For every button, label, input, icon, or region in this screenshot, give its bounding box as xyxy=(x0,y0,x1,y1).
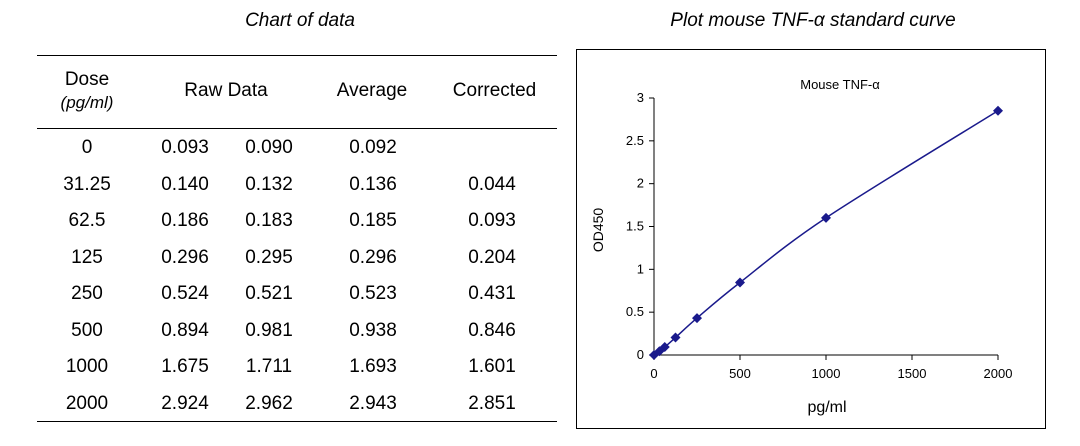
plot-title: Mouse TNF-α xyxy=(800,77,880,92)
x-axis-label: pg/ml xyxy=(807,399,846,416)
cell-raw-2: 0.183 xyxy=(245,210,293,231)
y-tick-label: 0.5 xyxy=(626,304,644,319)
cell-raw-1: 0.186 xyxy=(161,210,209,231)
x-tick-label: 500 xyxy=(729,366,751,381)
cell-dose: 0 xyxy=(81,137,93,158)
cell-dose: 62.5 xyxy=(68,210,106,231)
data-point xyxy=(670,332,681,343)
x-tick-label: 0 xyxy=(650,366,657,381)
data-point xyxy=(821,212,831,223)
data-point xyxy=(993,105,1003,116)
cell-raw-2: 0.132 xyxy=(245,173,293,195)
cell-raw-2: 0.090 xyxy=(245,137,293,158)
cell-average: 1.693 xyxy=(349,356,397,377)
cell-average: 0.136 xyxy=(349,173,397,195)
cell-corrected: 1.601 xyxy=(468,356,516,377)
x-tick-label: 1500 xyxy=(898,366,927,381)
cell-corrected: 0.044 xyxy=(468,173,516,195)
table-row: 125 0.296 0.295 0.296 0.204 xyxy=(37,239,557,276)
cell-corrected: 0.204 xyxy=(468,246,516,268)
cell-dose: 500 xyxy=(71,319,103,341)
cell-average: 0.185 xyxy=(349,210,397,231)
table-body: 0 0.093 0.090 0.092 31.25 0.140 0.132 0.136 0.04… xyxy=(37,129,557,421)
x-tick-label: 1000 xyxy=(812,366,841,381)
header-dose-unit: (pg/ml) xyxy=(60,93,114,112)
y-tick-label: 0 xyxy=(637,347,644,362)
cell-dose: 125 xyxy=(71,246,103,268)
data-table: Dose (pg/ml) Raw Data Average Corrected … xyxy=(37,55,557,422)
cell-average: 2.943 xyxy=(349,392,397,414)
table-row: 31.25 0.140 0.132 0.136 0.044 xyxy=(37,166,557,203)
cell-raw-2: 1.711 xyxy=(245,356,293,377)
table-row: 1000 1.675 1.711 1.693 1.601 xyxy=(37,348,557,385)
y-tick-label: 2 xyxy=(637,176,644,191)
cell-raw-1: 0.524 xyxy=(161,283,209,304)
fit-curve xyxy=(653,110,999,356)
axes: 0 0.5 1 1.5 2 2.5 3 0 500 1000 1500 2000 xyxy=(626,90,1013,381)
chart-panel: Mouse TNF-α OD450 pg/ml 0 0.5 1 1.5 2 2.5 3 0 50… xyxy=(576,49,1046,429)
header-raw-data: Raw Data xyxy=(184,80,268,101)
y-axis-label: OD450 xyxy=(590,208,606,253)
cell-average: 0.296 xyxy=(349,246,397,268)
y-tick-label: 3 xyxy=(637,90,644,105)
y-tick-label: 1.5 xyxy=(626,219,644,234)
table-row: 250 0.524 0.521 0.523 0.431 xyxy=(37,275,557,312)
cell-dose: 250 xyxy=(71,283,103,304)
cell-dose: 31.25 xyxy=(63,173,111,195)
table-row: 2000 2.924 2.962 2.943 2.851 xyxy=(37,385,557,422)
header-average: Average xyxy=(336,80,408,101)
table-row: 500 0.894 0.981 0.938 0.846 xyxy=(37,312,557,349)
header-corrected: Corrected xyxy=(452,80,537,101)
cell-raw-1: 0.093 xyxy=(161,137,209,158)
x-tick-label: 2000 xyxy=(984,366,1013,381)
chart-section-title: Plot mouse TNF-α standard curve xyxy=(670,10,956,31)
standard-curve-chart: Mouse TNF-α OD450 pg/ml 0 0.5 1 1.5 2 2.5 3 0 50… xyxy=(590,77,1013,416)
cell-raw-1: 1.675 xyxy=(161,356,209,377)
cell-corrected: 0.093 xyxy=(468,210,516,231)
cell-raw-2: 0.981 xyxy=(245,319,293,341)
cell-raw-2: 0.295 xyxy=(245,246,293,268)
data-point xyxy=(692,313,702,324)
cell-average: 0.092 xyxy=(349,137,397,158)
table-row: 62.5 0.186 0.183 0.185 0.093 xyxy=(37,202,557,239)
data-point xyxy=(659,342,670,353)
table-title: Chart of data xyxy=(245,10,355,31)
cell-raw-2: 0.521 xyxy=(245,283,293,304)
header-dose-label: Dose xyxy=(64,69,110,90)
cell-raw-1: 0.296 xyxy=(161,246,209,268)
table-row: 0 0.093 0.090 0.092 xyxy=(37,129,557,166)
cell-raw-1: 0.140 xyxy=(161,173,209,195)
table-header: Dose (pg/ml) Raw Data Average Corrected xyxy=(37,56,557,129)
cell-corrected: 0.846 xyxy=(468,319,516,341)
data-marks xyxy=(649,105,1003,360)
cell-average: 0.523 xyxy=(349,283,397,304)
cell-raw-1: 2.924 xyxy=(161,392,209,414)
cell-average: 0.938 xyxy=(349,319,397,341)
cell-dose: 2000 xyxy=(65,392,109,414)
cell-dose: 1000 xyxy=(65,356,109,377)
data-point xyxy=(735,277,745,288)
cell-raw-1: 0.894 xyxy=(161,319,209,341)
y-tick-label: 2.5 xyxy=(626,133,644,148)
header-dose: Dose (pg/ml) xyxy=(37,68,137,114)
cell-corrected: 2.851 xyxy=(468,392,516,414)
y-tick-label: 1 xyxy=(637,261,644,276)
cell-raw-2: 2.962 xyxy=(245,392,293,414)
cell-corrected: 0.431 xyxy=(468,283,516,304)
